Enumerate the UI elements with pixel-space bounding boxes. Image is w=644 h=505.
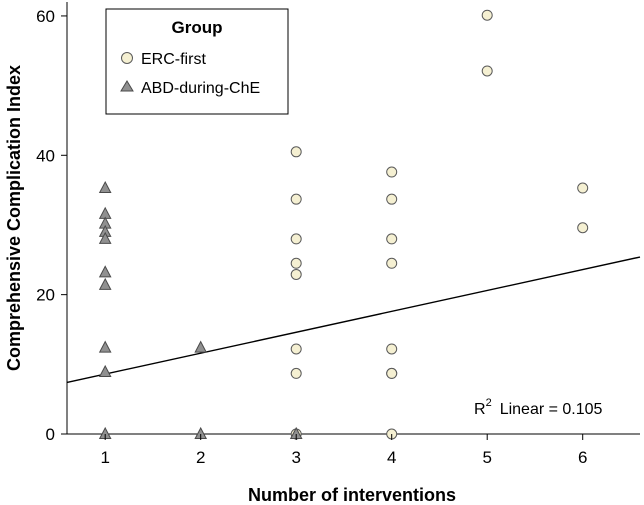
x-tick-label: 3 (291, 448, 300, 467)
y-axis-title: Comprehensive Complication Index (4, 65, 24, 371)
legend-label-abd-during-che: ABD-during-ChE (141, 80, 260, 97)
plot-area (66, 2, 641, 440)
point-abd-during-che (98, 231, 112, 244)
point-erc-first (577, 222, 589, 234)
point-erc-first (386, 257, 398, 269)
point-erc-first (481, 65, 493, 77)
x-tick-label: 2 (196, 448, 205, 467)
y-tick-label: 20 (36, 286, 55, 305)
x-axis-title: Number of interventions (248, 485, 456, 505)
point-erc-first (386, 166, 398, 178)
point-abd-during-che (194, 340, 208, 353)
point-erc-first (290, 343, 302, 355)
linear-fit-line (66, 256, 641, 384)
y-tick-label: 0 (46, 425, 55, 444)
legend-marker-abd-during-che (120, 80, 134, 92)
legend-box (105, 8, 289, 115)
legend-title: Group (172, 18, 223, 37)
point-erc-first (386, 233, 398, 245)
r2-label: R (474, 401, 486, 418)
legend-label-erc-first: ERC-first (141, 51, 206, 68)
r2-annotation: R2 Linear = 0.105 (474, 397, 603, 418)
point-abd-during-che (98, 180, 112, 194)
y-tick-label: 40 (36, 146, 55, 165)
r2-value: Linear = 0.105 (500, 401, 603, 418)
point-abd-during-che (98, 364, 112, 377)
point-erc-first (290, 367, 302, 379)
x-tick-label: 1 (100, 448, 109, 467)
point-erc-first (481, 9, 493, 21)
x-tick-label: 5 (482, 448, 491, 467)
r2-superscript: 2 (486, 397, 492, 409)
point-erc-first (290, 146, 302, 158)
point-erc-first (386, 343, 398, 355)
x-tick-label: 6 (578, 448, 587, 467)
point-abd-during-che (98, 340, 112, 353)
point-erc-first (290, 233, 302, 245)
x-tick-label: 4 (387, 448, 396, 467)
point-erc-first (290, 257, 302, 269)
point-erc-first (577, 182, 589, 194)
point-erc-first (386, 367, 398, 379)
x-axis-ticks: 1 2 3 4 5 6 (100, 434, 587, 467)
point-erc-first (290, 268, 302, 280)
legend-marker-erc-first (121, 52, 133, 64)
y-axis-ticks: 0 20 40 60 (36, 7, 67, 444)
y-tick-label: 60 (36, 7, 55, 26)
point-abd-during-che (98, 277, 112, 290)
point-abd-during-che (98, 265, 112, 278)
point-erc-first (386, 193, 398, 205)
legend: Group ERC-first ABD-during-ChE (105, 8, 289, 115)
point-erc-first (290, 193, 302, 205)
